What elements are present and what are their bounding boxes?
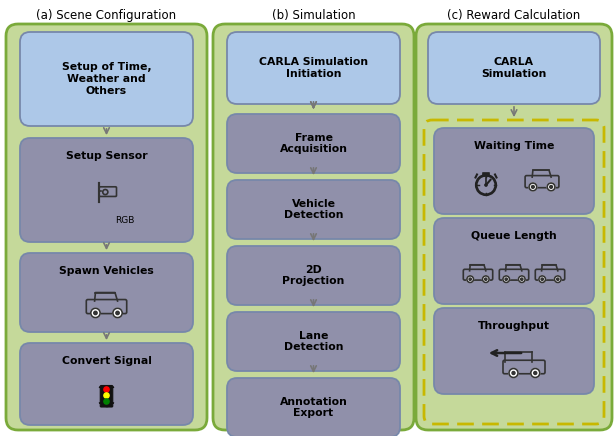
FancyBboxPatch shape: [100, 385, 113, 407]
Circle shape: [557, 278, 559, 280]
Circle shape: [469, 278, 471, 280]
Circle shape: [104, 387, 109, 392]
FancyBboxPatch shape: [227, 114, 400, 173]
Circle shape: [547, 183, 555, 191]
Text: RGB: RGB: [115, 215, 134, 225]
Text: (a) Scene Configuration: (a) Scene Configuration: [36, 10, 177, 23]
Text: Frame
Acquisition: Frame Acquisition: [280, 133, 347, 154]
Circle shape: [467, 276, 474, 283]
Circle shape: [554, 276, 561, 283]
FancyBboxPatch shape: [20, 343, 193, 425]
FancyBboxPatch shape: [416, 24, 612, 430]
Circle shape: [529, 183, 537, 191]
Circle shape: [505, 278, 508, 280]
FancyBboxPatch shape: [434, 308, 594, 394]
Circle shape: [512, 371, 515, 375]
FancyBboxPatch shape: [227, 246, 400, 305]
Text: Vehicle
Detection: Vehicle Detection: [284, 199, 343, 220]
FancyBboxPatch shape: [20, 138, 193, 242]
Text: Throughput: Throughput: [478, 321, 550, 331]
FancyBboxPatch shape: [6, 24, 207, 430]
Circle shape: [532, 185, 534, 188]
FancyBboxPatch shape: [20, 253, 193, 332]
FancyBboxPatch shape: [428, 32, 600, 104]
Text: Setup of Time,
Weather and
Others: Setup of Time, Weather and Others: [62, 62, 152, 95]
Circle shape: [485, 278, 487, 280]
Text: Lane
Detection: Lane Detection: [284, 330, 343, 352]
Circle shape: [116, 311, 120, 315]
FancyBboxPatch shape: [482, 173, 490, 177]
Text: Spawn Vehicles: Spawn Vehicles: [59, 266, 154, 276]
FancyBboxPatch shape: [434, 128, 594, 214]
Text: (b) Simulation: (b) Simulation: [272, 10, 355, 23]
Text: Annotation
Export: Annotation Export: [280, 397, 347, 418]
FancyBboxPatch shape: [227, 32, 400, 104]
Text: Queue Length: Queue Length: [471, 231, 557, 241]
Circle shape: [485, 184, 487, 186]
FancyBboxPatch shape: [434, 218, 594, 304]
Text: 2D
Projection: 2D Projection: [282, 265, 345, 286]
Circle shape: [521, 278, 523, 280]
Circle shape: [549, 185, 553, 188]
FancyBboxPatch shape: [20, 32, 193, 126]
Circle shape: [104, 399, 109, 404]
Circle shape: [91, 308, 100, 317]
Circle shape: [94, 311, 97, 315]
Circle shape: [533, 371, 537, 375]
FancyBboxPatch shape: [227, 378, 400, 436]
Circle shape: [531, 368, 540, 378]
FancyBboxPatch shape: [213, 24, 414, 430]
Circle shape: [503, 276, 509, 283]
FancyBboxPatch shape: [227, 312, 400, 371]
Circle shape: [509, 368, 518, 378]
Text: (c) Reward Calculation: (c) Reward Calculation: [447, 10, 581, 23]
Text: Convert Signal: Convert Signal: [62, 356, 152, 366]
Circle shape: [104, 393, 109, 398]
Text: Setup Sensor: Setup Sensor: [66, 151, 147, 161]
Circle shape: [519, 276, 525, 283]
Text: CARLA Simulation
Initiation: CARLA Simulation Initiation: [259, 57, 368, 79]
Text: Waiting Time: Waiting Time: [474, 141, 554, 151]
Circle shape: [113, 308, 122, 317]
FancyBboxPatch shape: [227, 180, 400, 239]
Circle shape: [541, 278, 543, 280]
Circle shape: [539, 276, 546, 283]
Circle shape: [482, 276, 489, 283]
Text: CARLA
Simulation: CARLA Simulation: [481, 57, 546, 79]
